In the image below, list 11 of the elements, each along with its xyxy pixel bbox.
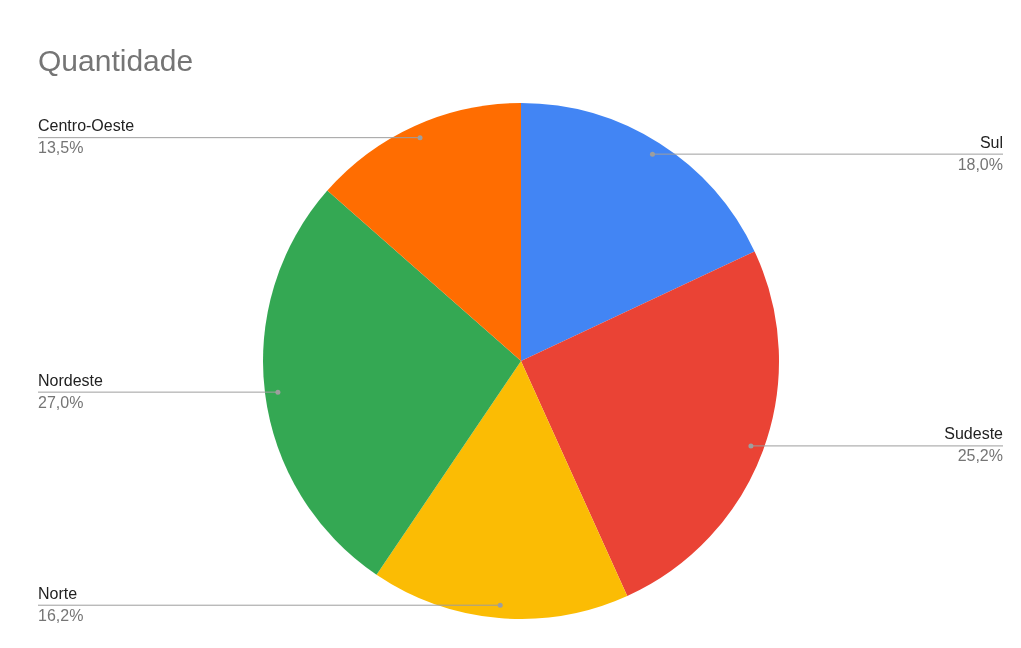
data-label: 16,2% <box>38 606 84 624</box>
data-label: 13,5% <box>38 139 84 157</box>
slice-label: Sul <box>979 133 1003 151</box>
data-label: 27,0% <box>38 393 84 411</box>
slice-label: Nordeste <box>38 371 104 389</box>
slice-label: Centro-Oeste <box>38 117 135 135</box>
chart-title: Quantidade <box>38 44 194 78</box>
data-label: 25,2% <box>957 447 1003 465</box>
slice-label: Sudeste <box>944 425 1004 443</box>
slice-label: Norte <box>38 584 78 602</box>
data-label: 18,0% <box>957 155 1003 173</box>
